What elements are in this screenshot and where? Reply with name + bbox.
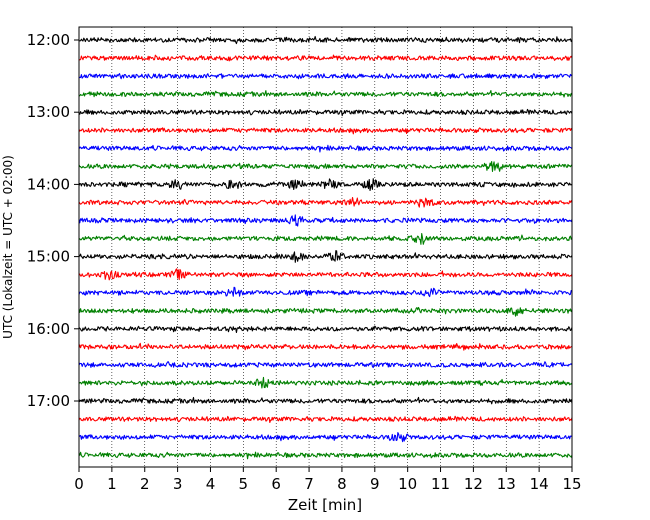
x-tick-label: 13	[497, 475, 516, 493]
seismogram-trace	[78, 415, 573, 424]
seismogram-trace	[78, 196, 573, 208]
x-tick-label: 15	[562, 475, 581, 493]
seismogram-trace	[78, 432, 573, 443]
seismogram-trace	[78, 35, 573, 45]
y-tick-label: 12:00	[27, 31, 70, 49]
plot-background	[79, 27, 572, 467]
seismogram-trace	[78, 127, 573, 135]
seismogram-trace	[78, 108, 573, 117]
x-tick-label: 10	[398, 475, 417, 493]
seismogram-trace	[78, 451, 573, 460]
seismogram-trace	[78, 360, 573, 369]
seismogram-trace	[78, 54, 573, 62]
seismogram-trace	[78, 268, 573, 281]
y-axis-label: UTC (Lokalzeit = UTC + 02:00)	[1, 155, 15, 339]
y-axis-ticks: 12:00 13:00 14:00 15:00 16:00 17:00	[27, 31, 79, 410]
seismogram-trace	[78, 306, 573, 317]
y-tick-label: 15:00	[27, 248, 70, 266]
seismogram-trace	[78, 90, 573, 98]
x-axis-label: Zeit [min]	[288, 496, 362, 514]
seismogram-trace	[78, 214, 573, 227]
seismogram-trace	[78, 178, 573, 192]
seismogram-trace	[78, 286, 573, 298]
x-tick-label: 3	[173, 475, 183, 493]
seismogram-trace	[78, 73, 573, 80]
seismogram-trace	[78, 160, 573, 172]
y-tick-label: 16:00	[27, 320, 70, 338]
seismogram-trace	[78, 325, 573, 334]
y-tick-label: 17:00	[27, 392, 70, 410]
x-grid	[111, 27, 540, 467]
x-tick-label: 6	[271, 475, 281, 493]
y-tick-label: 14:00	[27, 175, 70, 193]
plot-frame	[78, 26, 573, 468]
x-tick-label: 9	[370, 475, 380, 493]
x-tick-label: 12	[464, 475, 483, 493]
x-tick-label: 1	[107, 475, 117, 493]
x-tick-label: 8	[337, 475, 347, 493]
seismogram-trace	[78, 376, 573, 389]
x-tick-label: 0	[74, 475, 84, 493]
seismogram-trace	[78, 396, 573, 405]
seismogram-trace	[78, 144, 573, 153]
x-tick-label: 2	[140, 475, 150, 493]
x-tick-label: 7	[304, 475, 314, 493]
x-axis-ticks: 0 1 2 3 4 5 6 7 8 9 10 11 12 13 14 15	[74, 467, 582, 493]
x-tick-label: 14	[530, 475, 549, 493]
seismogram-trace	[78, 250, 573, 263]
y-tick-label: 13:00	[27, 103, 70, 121]
x-tick-label: 5	[239, 475, 249, 493]
x-tick-label: 11	[431, 475, 450, 493]
seismogram-trace	[78, 232, 573, 245]
trace-group	[78, 35, 573, 460]
seismogram-trace	[78, 342, 573, 351]
x-tick-label: 4	[206, 475, 216, 493]
